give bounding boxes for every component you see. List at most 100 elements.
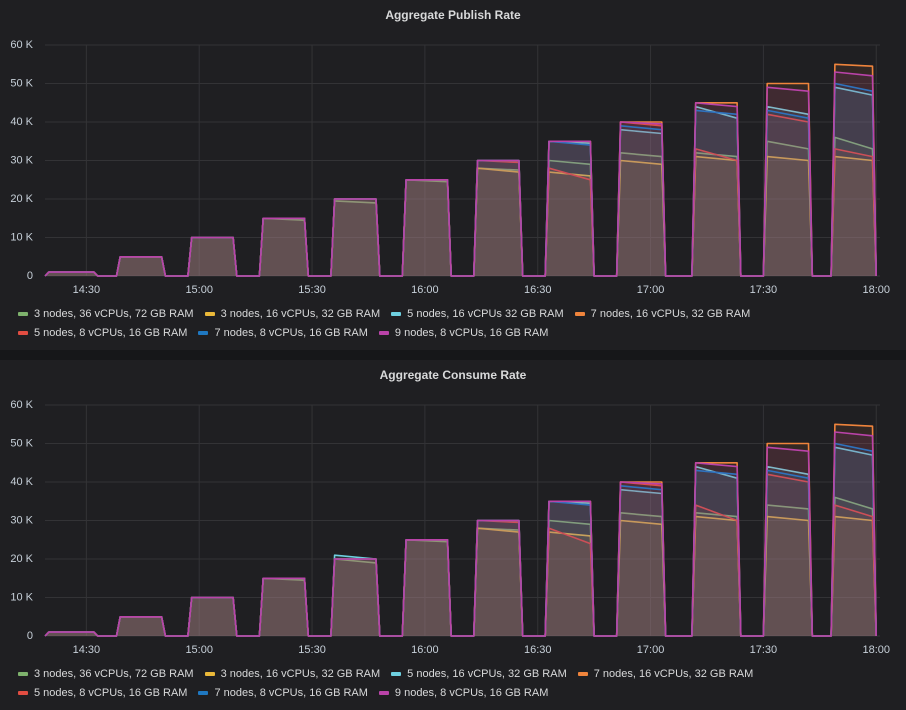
panel: Aggregate Consume Rate 0 10 K 20 K 30 K 40 K…	[0, 360, 906, 710]
series-line	[44, 155, 877, 277]
legend-swatch	[204, 671, 215, 676]
series-line	[44, 63, 877, 277]
x-tick-label: 14:30	[73, 644, 101, 656]
legend-item[interactable]: 9 nodes, 8 vCPUs, 16 GB RAM	[378, 325, 549, 340]
legend-item[interactable]: 3 nodes, 16 vCPUs, 32 GB RAM	[204, 306, 381, 321]
chart: 0 10 K 20 K 30 K 40 K 50 K 60 K 14:30 15:00 15:30…	[10, 399, 890, 656]
series-area	[45, 443, 877, 636]
legend-label: 3 nodes, 16 vCPUs, 32 GB RAM	[220, 307, 381, 320]
x-tick-label: 16:30	[524, 284, 552, 296]
x-tick-label: 15:00	[185, 284, 213, 296]
y-tick-label: 50 K	[10, 437, 33, 449]
series-area	[45, 64, 877, 276]
legend-item[interactable]: 7 nodes, 16 vCPUs, 32 GB RAM	[574, 306, 751, 321]
series-line	[44, 446, 877, 637]
x-tick-label: 17:30	[750, 644, 778, 656]
x-tick-label: 18:00	[862, 644, 890, 656]
legend-label: 7 nodes, 16 vCPUs, 32 GB RAM	[593, 667, 754, 680]
legend-item[interactable]: 7 nodes, 16 vCPUs, 32 GB RAM	[577, 666, 754, 681]
y-tick-label: 0	[27, 270, 33, 282]
y-tick-label: 20 K	[10, 553, 33, 565]
series-line	[44, 515, 877, 637]
x-tick-label: 17:00	[637, 644, 665, 656]
legend-item[interactable]: 7 nodes, 8 vCPUs, 16 GB RAM	[198, 685, 368, 700]
series-area	[45, 432, 877, 636]
x-tick-label: 16:00	[411, 284, 439, 296]
series-area	[45, 497, 877, 636]
legend-swatch	[18, 671, 28, 676]
legend-item[interactable]: 3 nodes, 36 vCPUs, 72 GB RAM	[18, 306, 194, 321]
y-tick-label: 10 K	[10, 231, 33, 243]
x-tick-label: 18:00	[862, 284, 890, 296]
series-line	[44, 496, 877, 637]
series-line	[44, 442, 877, 637]
legend-item[interactable]: 9 nodes, 8 vCPUs, 16 GB RAM	[378, 685, 549, 700]
series-line	[44, 71, 877, 277]
x-tick-label: 15:00	[185, 644, 213, 656]
x-tick-label: 15:30	[298, 284, 326, 296]
series-line	[44, 423, 877, 637]
legend-label: 7 nodes, 8 vCPUs, 16 GB RAM	[214, 686, 368, 699]
series-line	[44, 82, 877, 277]
series-area	[45, 137, 877, 276]
legend-swatch	[204, 311, 215, 316]
legend-label: 7 nodes, 16 vCPUs, 32 GB RAM	[590, 307, 751, 320]
legend-item[interactable]: 3 nodes, 36 vCPUs, 72 GB RAM	[18, 666, 194, 681]
panel: Aggregate Publish Rate 0 10 K 20 K 30 K 40 K…	[0, 0, 906, 350]
series-area	[45, 424, 877, 636]
series-area	[45, 516, 877, 636]
y-tick-label: 40 K	[10, 116, 33, 128]
legend-label: 5 nodes, 16 vCPUs 32 GB RAM	[407, 307, 564, 320]
legend-item[interactable]: 7 nodes, 8 vCPUs, 16 GB RAM	[198, 325, 368, 340]
series-line	[44, 431, 877, 637]
legend-label: 3 nodes, 36 vCPUs, 72 GB RAM	[34, 307, 194, 320]
legend-swatch	[378, 690, 389, 695]
series-area	[45, 83, 877, 276]
series-area	[45, 447, 877, 636]
series-line	[44, 473, 877, 637]
x-tick-label: 15:30	[298, 644, 326, 656]
legend-item[interactable]: 5 nodes, 16 vCPUs, 32 GB RAM	[391, 666, 567, 681]
legend-item[interactable]: 5 nodes, 8 vCPUs, 16 GB RAM	[18, 325, 187, 340]
y-tick-label: 0	[27, 630, 33, 642]
legend-swatch	[18, 690, 28, 695]
series-line	[44, 136, 877, 277]
legend-label: 5 nodes, 8 vCPUs, 16 GB RAM	[34, 326, 188, 339]
y-tick-label: 40 K	[10, 476, 33, 488]
legend-label: 3 nodes, 36 vCPUs, 72 GB RAM	[34, 667, 194, 680]
series-area	[45, 114, 877, 276]
legend-swatch	[18, 311, 28, 316]
y-tick-label: 50 K	[10, 77, 33, 89]
legend-label: 9 nodes, 8 vCPUs, 16 GB RAM	[394, 686, 549, 699]
y-tick-label: 10 K	[10, 591, 33, 603]
legend-label: 7 nodes, 8 vCPUs, 16 GB RAM	[214, 326, 368, 339]
y-tick-label: 60 K	[10, 39, 33, 51]
legend-swatch	[198, 690, 209, 695]
x-tick-label: 14:30	[73, 284, 101, 296]
series-area	[45, 156, 877, 276]
x-tick-label: 17:00	[637, 284, 665, 296]
legend-item[interactable]: 3 nodes, 16 vCPUs, 32 GB RAM	[204, 666, 381, 681]
series-area	[45, 72, 877, 276]
legend: 3 nodes, 36 vCPUs, 72 GB RAM 3 nodes, 16 …	[18, 306, 902, 340]
legend-swatch	[574, 311, 585, 316]
y-tick-label: 60 K	[10, 399, 33, 411]
legend-swatch	[18, 330, 28, 335]
y-tick-label: 20 K	[10, 193, 33, 205]
legend-label: 3 nodes, 16 vCPUs, 32 GB RAM	[220, 667, 381, 680]
x-tick-label: 16:00	[411, 644, 439, 656]
series-area	[45, 474, 877, 636]
y-tick-label: 30 K	[10, 154, 33, 166]
panel-title[interactable]: Aggregate Publish Rate	[385, 8, 521, 22]
series-line	[44, 113, 877, 277]
legend-label: 5 nodes, 8 vCPUs, 16 GB RAM	[34, 686, 188, 699]
chart: 0 10 K 20 K 30 K 40 K 50 K 60 K 14:30 15:00 15:30…	[10, 39, 890, 296]
legend-swatch	[391, 311, 402, 316]
legend-item[interactable]: 5 nodes, 16 vCPUs 32 GB RAM	[391, 306, 564, 321]
legend-item[interactable]: 5 nodes, 8 vCPUs, 16 GB RAM	[18, 685, 187, 700]
panel-title[interactable]: Aggregate Consume Rate	[379, 368, 527, 382]
legend-label: 5 nodes, 16 vCPUs, 32 GB RAM	[407, 667, 567, 680]
legend-swatch	[391, 671, 402, 676]
legend-label: 9 nodes, 8 vCPUs, 16 GB RAM	[394, 326, 549, 339]
